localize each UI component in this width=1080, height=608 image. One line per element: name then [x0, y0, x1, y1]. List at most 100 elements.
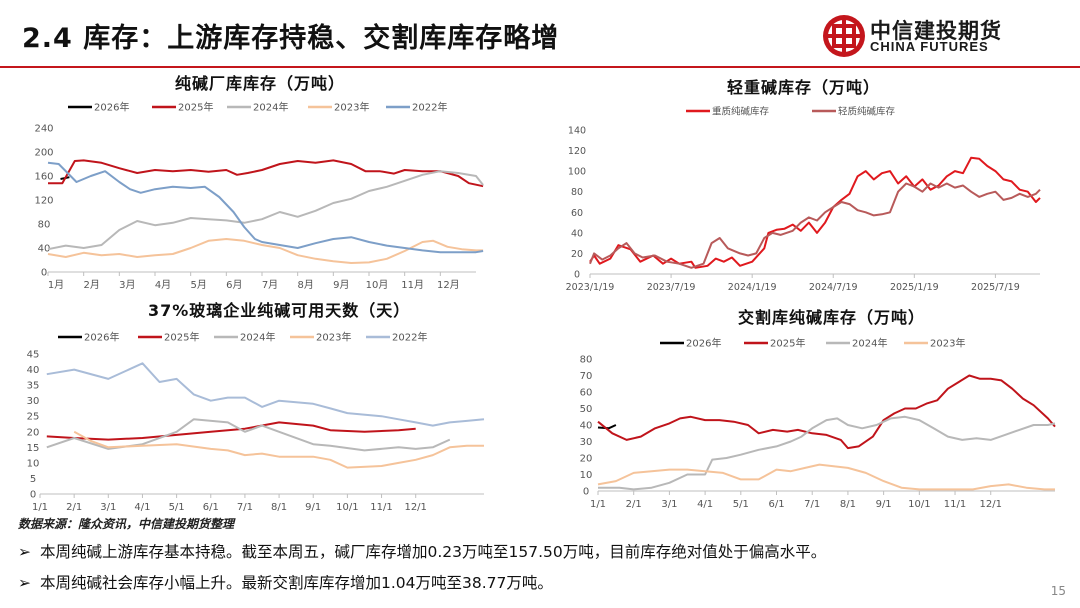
- series-line: [597, 374, 1056, 450]
- y-tick-label: 20: [27, 427, 40, 438]
- series-line: [597, 424, 617, 430]
- legend-label: 2025年: [770, 337, 805, 350]
- legend-label: 2024年: [852, 337, 887, 350]
- y-tick-label: 160: [34, 172, 53, 183]
- series-line: [589, 182, 1041, 269]
- x-tick-label: 9/1: [876, 499, 892, 510]
- x-tick-label: 11/1: [944, 499, 966, 510]
- brand-logo: 中信建投期货 CHINA FUTURES: [822, 12, 1022, 60]
- legend-label: 2023年: [930, 337, 965, 350]
- page-title: 2.4 库存：上游库存持稳、交割库库存略增: [22, 23, 560, 54]
- y-tick-label: 0: [583, 487, 589, 498]
- bullet-text: 本周纯碱上游库存基本持稳。截至本周五，碱厂库存增加0.23万吨至157.50万吨…: [40, 543, 827, 561]
- y-tick-label: 40: [38, 244, 51, 255]
- chart-title-delivery: 交割库纯碱库存（万吨）: [738, 308, 926, 327]
- x-tick-label: 8/1: [271, 502, 287, 513]
- data-source-note: 数据来源：隆众资讯，中信建投期货整理: [18, 517, 235, 531]
- arrow-bullet-icon: ➢: [18, 574, 31, 592]
- x-tick-label: 6/1: [768, 499, 784, 510]
- series-line: [47, 170, 484, 251]
- x-tick-label: 1月: [48, 279, 64, 291]
- x-tick-label: 2023/7/19: [647, 282, 696, 293]
- x-tick-label: 11月: [401, 279, 424, 291]
- x-tick-label: 10/1: [908, 499, 930, 510]
- logo-text-cn: 中信建投期货: [870, 19, 1002, 43]
- x-tick-label: 10月: [366, 279, 389, 291]
- y-tick-label: 20: [580, 454, 593, 465]
- series-line: [48, 159, 484, 188]
- x-tick-label: 2024/1/19: [728, 282, 777, 293]
- x-tick-label: 7/1: [804, 499, 820, 510]
- y-tick-label: 0: [574, 270, 580, 281]
- y-tick-label: 5: [30, 474, 36, 485]
- x-tick-label: 1/1: [590, 499, 606, 510]
- x-tick-label: 6/1: [203, 502, 219, 513]
- y-tick-label: 100: [568, 167, 586, 178]
- x-tick-label: 8月: [297, 279, 313, 291]
- legend-label: 2025年: [164, 331, 199, 344]
- legend-label: 2024年: [253, 101, 288, 114]
- bullet-item: ➢ 本周纯碱上游库存基本持稳。截至本周五，碱厂库存增加0.23万吨至157.50万…: [18, 540, 826, 562]
- y-tick-label: 50: [580, 404, 593, 415]
- x-tick-label: 12/1: [404, 502, 426, 513]
- x-tick-label: 11/1: [370, 502, 392, 513]
- legend-label: 2022年: [412, 101, 447, 114]
- y-tick-label: 60: [580, 388, 593, 399]
- y-tick-label: 10: [27, 458, 40, 469]
- y-tick-label: 25: [27, 412, 40, 423]
- x-tick-label: 5/1: [169, 502, 185, 513]
- x-tick-label: 4/1: [134, 502, 150, 513]
- x-tick-label: 4月: [155, 279, 171, 291]
- series-line: [46, 421, 416, 441]
- logo-text-en: CHINA FUTURES: [870, 39, 989, 54]
- x-tick-label: 4/1: [697, 499, 713, 510]
- x-tick-label: 2/1: [626, 499, 642, 510]
- x-tick-label: 12/1: [980, 499, 1002, 510]
- x-tick-label: 5月: [190, 279, 206, 291]
- x-tick-label: 3月: [119, 279, 135, 291]
- x-tick-label: 7月: [262, 279, 278, 291]
- bullet-item: ➢ 本周纯碱社会库存小幅上升。最新交割库库存增加1.04万吨至38.77万吨。: [18, 571, 553, 593]
- arrow-bullet-icon: ➢: [18, 543, 31, 561]
- x-tick-label: 12月: [437, 279, 460, 291]
- y-tick-label: 200: [34, 148, 53, 159]
- series-line: [589, 156, 1041, 269]
- y-tick-label: 30: [580, 437, 593, 448]
- series-line: [46, 418, 451, 452]
- x-tick-label: 2025/1/19: [890, 282, 939, 293]
- y-tick-label: 40: [571, 228, 583, 239]
- legend-label: 2026年: [686, 337, 721, 350]
- x-tick-label: 9月: [333, 279, 349, 291]
- x-tick-label: 5/1: [733, 499, 749, 510]
- x-tick-label: 9/1: [305, 502, 321, 513]
- x-tick-label: 2月: [83, 279, 99, 291]
- chart-title-factory: 纯碱厂库库存（万吨）: [175, 74, 346, 93]
- y-tick-label: 40: [580, 421, 593, 432]
- y-tick-label: 80: [571, 187, 583, 198]
- series-line: [73, 430, 484, 469]
- y-tick-label: 40: [27, 365, 40, 376]
- series-line: [597, 463, 1055, 491]
- x-tick-label: 3/1: [661, 499, 677, 510]
- legend-label: 轻质纯碱库存: [838, 106, 896, 118]
- y-tick-label: 20: [571, 249, 583, 260]
- y-tick-label: 35: [27, 381, 40, 392]
- y-tick-label: 0: [41, 268, 47, 279]
- x-tick-label: 1/1: [32, 502, 48, 513]
- citic-logo-icon: [823, 15, 865, 57]
- x-tick-label: 2024/7/19: [809, 282, 858, 293]
- legend-label: 2025年: [178, 101, 213, 114]
- x-tick-label: 2/1: [66, 502, 82, 513]
- y-tick-label: 140: [568, 126, 586, 137]
- chart-title-heavy: 轻重碱库存（万吨）: [727, 78, 881, 97]
- legend-label: 2026年: [84, 331, 119, 344]
- legend-label: 2024年: [240, 331, 275, 344]
- y-tick-label: 45: [27, 350, 40, 361]
- y-tick-label: 70: [580, 371, 593, 382]
- y-tick-label: 120: [568, 146, 586, 157]
- legend-label: 2023年: [316, 331, 351, 344]
- y-tick-label: 10: [580, 470, 593, 481]
- legend-label: 重质纯碱库存: [712, 106, 770, 118]
- y-tick-label: 80: [580, 355, 593, 366]
